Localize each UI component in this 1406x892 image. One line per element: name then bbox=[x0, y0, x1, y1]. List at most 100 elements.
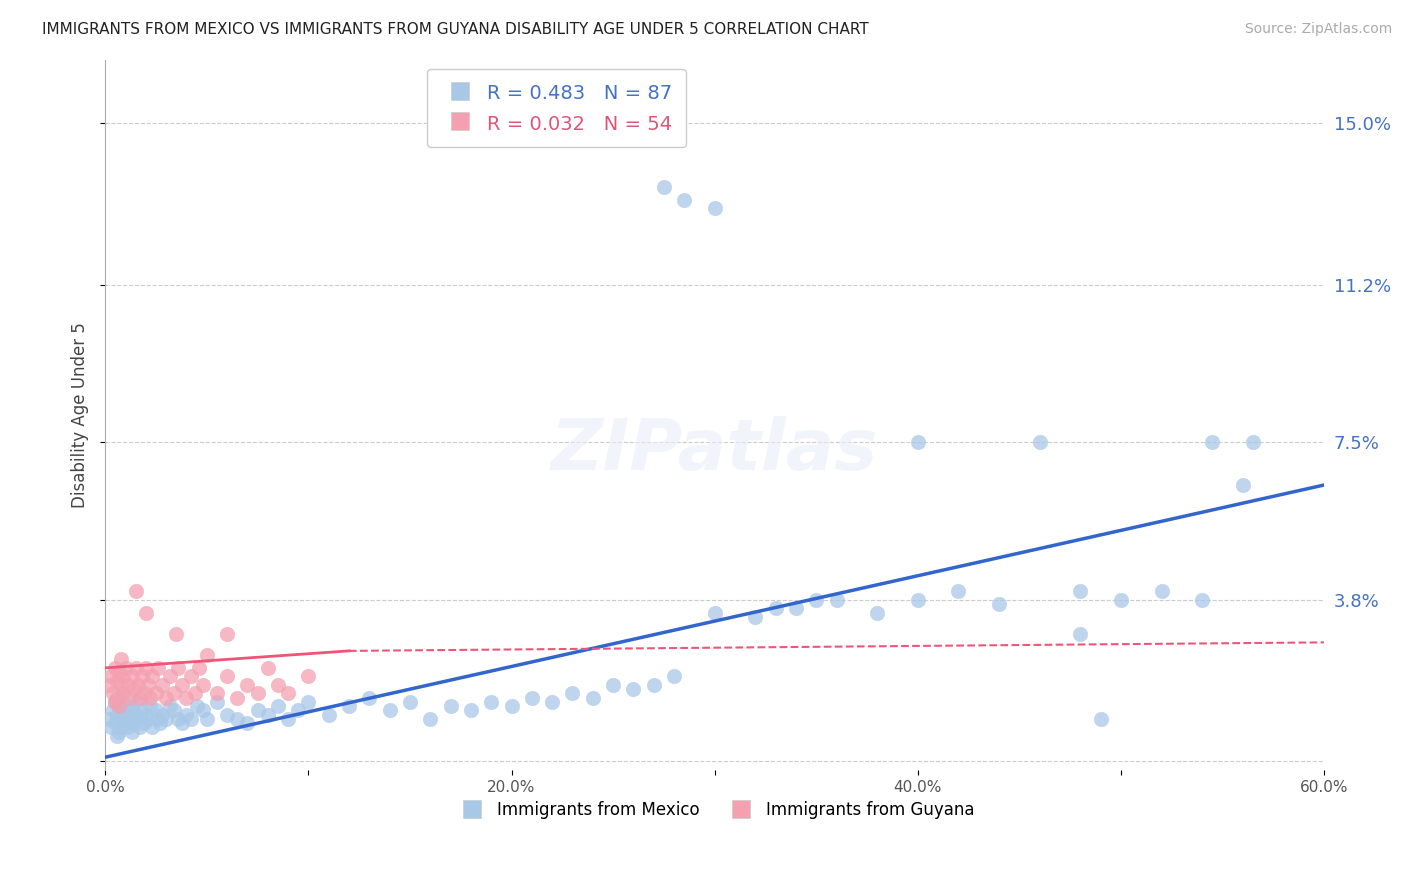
Point bbox=[1150, 584, 1173, 599]
Point bbox=[117, 721, 139, 735]
Point bbox=[180, 669, 202, 683]
Point bbox=[988, 597, 1011, 611]
Text: IMMIGRANTS FROM MEXICO VS IMMIGRANTS FROM GUYANA DISABILITY AGE UNDER 5 CORRELAT: IMMIGRANTS FROM MEXICO VS IMMIGRANTS FRO… bbox=[42, 22, 869, 37]
Point bbox=[1090, 712, 1112, 726]
Point bbox=[112, 712, 135, 726]
Point bbox=[186, 699, 208, 714]
Point bbox=[1069, 627, 1091, 641]
Point bbox=[145, 703, 167, 717]
Point bbox=[128, 690, 150, 705]
Point bbox=[623, 682, 645, 697]
Point bbox=[256, 707, 278, 722]
Point bbox=[127, 712, 149, 726]
Point bbox=[121, 669, 143, 683]
Point bbox=[165, 627, 187, 641]
Point bbox=[378, 703, 401, 717]
Y-axis label: Disability Age Under 5: Disability Age Under 5 bbox=[72, 322, 89, 508]
Point bbox=[150, 707, 173, 722]
Point bbox=[806, 592, 828, 607]
Point bbox=[744, 610, 766, 624]
Point bbox=[582, 690, 605, 705]
Point bbox=[121, 703, 143, 717]
Point bbox=[110, 721, 132, 735]
Point bbox=[108, 665, 131, 680]
Point bbox=[117, 699, 139, 714]
Point bbox=[287, 703, 309, 717]
Point bbox=[825, 592, 848, 607]
Point bbox=[541, 695, 564, 709]
Point bbox=[136, 678, 159, 692]
Point bbox=[337, 699, 360, 714]
Point bbox=[191, 703, 214, 717]
Point bbox=[439, 699, 461, 714]
Point bbox=[118, 690, 141, 705]
Point bbox=[100, 721, 122, 735]
Point bbox=[217, 627, 239, 641]
Point bbox=[785, 601, 807, 615]
Point bbox=[195, 648, 218, 662]
Point bbox=[460, 703, 482, 717]
Point bbox=[141, 669, 163, 683]
Point bbox=[1109, 592, 1132, 607]
Point bbox=[246, 686, 269, 700]
Point bbox=[205, 686, 228, 700]
Point bbox=[110, 678, 132, 692]
Point bbox=[112, 686, 135, 700]
Point bbox=[226, 712, 249, 726]
Point bbox=[135, 606, 157, 620]
Point bbox=[125, 695, 148, 709]
Point bbox=[183, 686, 205, 700]
Point bbox=[107, 690, 129, 705]
Legend: Immigrants from Mexico, Immigrants from Guyana: Immigrants from Mexico, Immigrants from … bbox=[449, 794, 981, 826]
Point bbox=[103, 686, 125, 700]
Point bbox=[110, 690, 132, 705]
Point bbox=[103, 703, 125, 717]
Point bbox=[135, 661, 157, 675]
Point bbox=[217, 669, 239, 683]
Point bbox=[172, 716, 194, 731]
Point bbox=[100, 669, 122, 683]
Point bbox=[139, 690, 162, 705]
Point bbox=[267, 699, 290, 714]
Point bbox=[163, 703, 186, 717]
Point bbox=[866, 606, 889, 620]
Point bbox=[226, 690, 249, 705]
Point bbox=[643, 678, 665, 692]
Point bbox=[98, 678, 121, 692]
Point bbox=[191, 678, 214, 692]
Point bbox=[277, 712, 299, 726]
Point bbox=[1241, 435, 1264, 450]
Point bbox=[907, 592, 929, 607]
Point bbox=[108, 699, 131, 714]
Point bbox=[150, 678, 173, 692]
Point bbox=[132, 686, 155, 700]
Point bbox=[108, 724, 131, 739]
Point bbox=[277, 686, 299, 700]
Point bbox=[1201, 435, 1223, 450]
Point bbox=[948, 584, 970, 599]
Point bbox=[146, 661, 169, 675]
Text: Source: ZipAtlas.com: Source: ZipAtlas.com bbox=[1244, 22, 1392, 37]
Point bbox=[652, 180, 675, 194]
Point bbox=[236, 716, 259, 731]
Point bbox=[136, 712, 159, 726]
Point bbox=[104, 695, 127, 709]
Point bbox=[673, 193, 696, 207]
Point bbox=[703, 606, 725, 620]
Point bbox=[112, 669, 135, 683]
Point bbox=[114, 661, 136, 675]
Point bbox=[176, 690, 198, 705]
Point bbox=[236, 678, 259, 692]
Point bbox=[318, 707, 340, 722]
Point bbox=[110, 652, 132, 666]
Point bbox=[121, 724, 143, 739]
Point bbox=[104, 661, 127, 675]
Point bbox=[256, 661, 278, 675]
Point bbox=[167, 712, 190, 726]
Point bbox=[114, 707, 136, 722]
Point bbox=[107, 673, 129, 688]
Point bbox=[180, 712, 202, 726]
Point bbox=[561, 686, 583, 700]
Point bbox=[163, 686, 186, 700]
Point bbox=[155, 712, 177, 726]
